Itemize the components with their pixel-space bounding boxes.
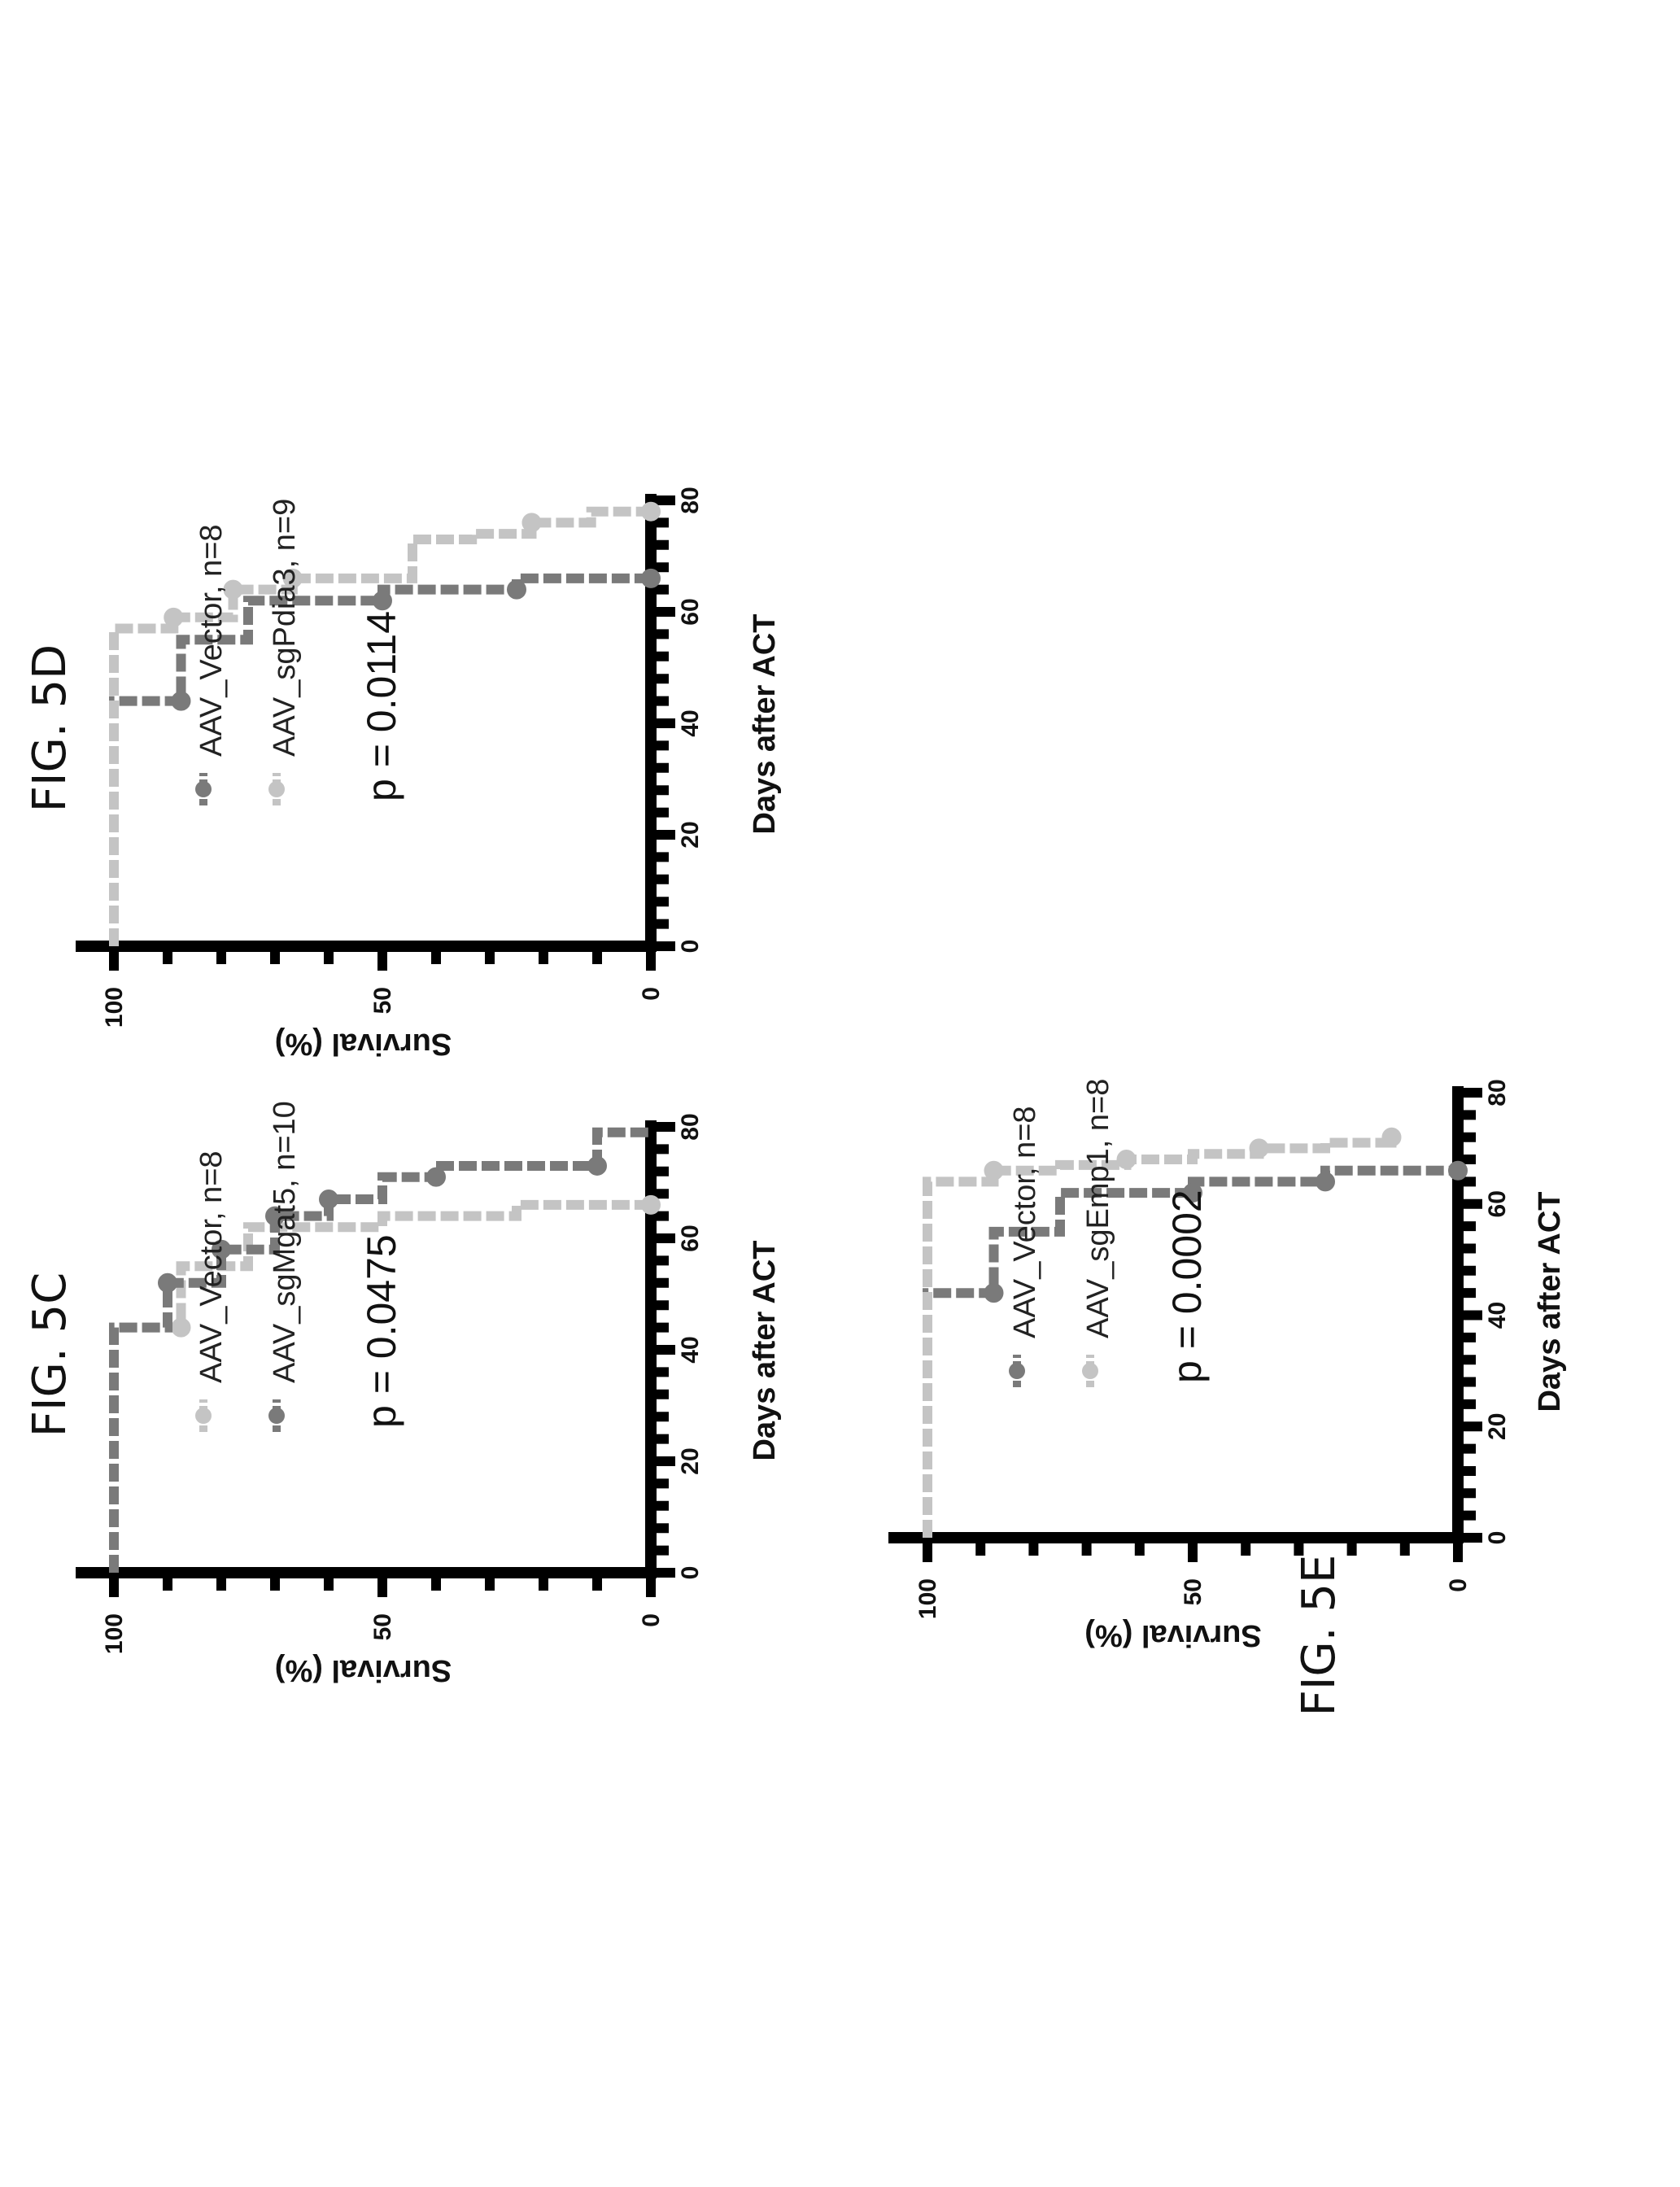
censor-mark — [1381, 1127, 1402, 1147]
p-value-label: p = 0.0114 — [359, 611, 404, 801]
legend-label: AAV_Vector, n=8 — [194, 1150, 229, 1383]
survival-tick-label: 50 — [369, 987, 396, 1014]
censor-mark — [282, 568, 303, 588]
censor-mark — [171, 691, 191, 711]
censor-mark — [1116, 1150, 1137, 1170]
censor-mark — [164, 607, 184, 627]
legend-label: AAV_Vector, n=8 — [1008, 1106, 1042, 1338]
censor-mark — [641, 568, 661, 588]
p-value-label: p = 0.0475 — [359, 1234, 404, 1428]
censor-mark — [212, 1239, 231, 1259]
x-axis-label: Days after ACT — [1533, 1191, 1567, 1412]
legend-marker — [268, 1399, 285, 1432]
censor-mark — [223, 579, 243, 600]
censor-mark — [587, 1155, 607, 1176]
survival-tick-label: 0 — [638, 1613, 665, 1627]
days-tick-label: 0 — [677, 940, 704, 954]
censor-mark — [265, 1206, 285, 1226]
survival-chart-1: 0 20 40 60 80 0 50 100 FIG. 5C AAV_Vector, n=8 AAV… — [24, 1101, 782, 1687]
days-tick-label: 80 — [677, 487, 704, 513]
legend-marker — [1009, 1355, 1025, 1387]
censor-mark — [373, 591, 392, 611]
censor-mark — [641, 1194, 661, 1215]
censor-mark — [319, 1190, 338, 1210]
figure-title: FIG. 5C — [24, 1272, 76, 1437]
days-tick-label: 20 — [1484, 1413, 1511, 1440]
p-value-label: p = 0.0002 — [1164, 1190, 1210, 1383]
legend-label: AAV_sgPdia3, n=9 — [268, 499, 302, 757]
series-2-line — [109, 1127, 651, 1573]
y-axis-label: Survival (%) — [275, 1653, 452, 1687]
days-tick-label: 60 — [1484, 1190, 1511, 1217]
legend-marker — [195, 1399, 212, 1432]
survival-tick-label: 100 — [914, 1578, 941, 1619]
figure-title: FIG. 5E — [1293, 1555, 1346, 1717]
x-axis-label: Days after ACT — [748, 1240, 782, 1460]
days-tick-label: 40 — [677, 709, 704, 736]
survival-tick-label: 100 — [101, 987, 128, 1028]
censor-mark — [1249, 1138, 1269, 1159]
x-axis-label: Days after ACT — [748, 613, 782, 834]
days-tick-label: 40 — [1484, 1302, 1511, 1329]
censor-mark — [1448, 1160, 1468, 1181]
censor-mark — [1316, 1172, 1335, 1192]
legend-label: AAV_Vector, n=8 — [194, 524, 229, 757]
legend-marker — [268, 773, 285, 805]
survival-tick-label: 0 — [638, 987, 665, 1001]
censor-mark — [158, 1272, 177, 1293]
survival-tick-label: 50 — [369, 1613, 396, 1640]
legend-label: AAV_sgEmp1, n=8 — [1081, 1079, 1115, 1338]
y-axis-label: Survival (%) — [1084, 1618, 1262, 1652]
days-tick-label: 80 — [1484, 1079, 1511, 1106]
survival-chart-2: 0 20 40 60 80 0 50 100 FIG. 5D AAV_Vector, n=8 AAV… — [24, 487, 782, 1061]
y-axis-label: Survival (%) — [275, 1027, 452, 1061]
survival-tick-label: 0 — [1445, 1578, 1472, 1592]
days-tick-label: 20 — [677, 1447, 704, 1474]
censor-mark — [507, 579, 526, 600]
figure-title: FIG. 5D — [24, 644, 76, 812]
survival-tick-label: 100 — [101, 1613, 128, 1654]
censor-mark — [984, 1160, 1004, 1181]
days-tick-label: 60 — [677, 1224, 704, 1251]
days-tick-label: 60 — [677, 598, 704, 625]
censor-mark — [1183, 1183, 1202, 1203]
censor-mark — [426, 1167, 446, 1187]
days-tick-label: 20 — [677, 821, 704, 848]
days-tick-label: 0 — [1484, 1531, 1511, 1545]
censor-mark — [171, 1317, 191, 1338]
survival-tick-label: 50 — [1180, 1578, 1207, 1605]
days-tick-label: 80 — [677, 1113, 704, 1140]
days-tick-label: 0 — [677, 1566, 704, 1580]
survival-chart-3: 0 20 40 60 80 0 50 100 FIG. 5E AAV_Vector, n=8 AAV… — [888, 1079, 1567, 1717]
censor-mark — [521, 513, 542, 533]
legend-marker — [195, 773, 212, 805]
legend-label: AAV_sgMgat5, n=10 — [268, 1101, 302, 1383]
legend-marker — [1082, 1355, 1098, 1387]
censor-mark — [641, 501, 661, 522]
censor-mark — [984, 1283, 1004, 1303]
days-tick-label: 40 — [677, 1336, 704, 1363]
